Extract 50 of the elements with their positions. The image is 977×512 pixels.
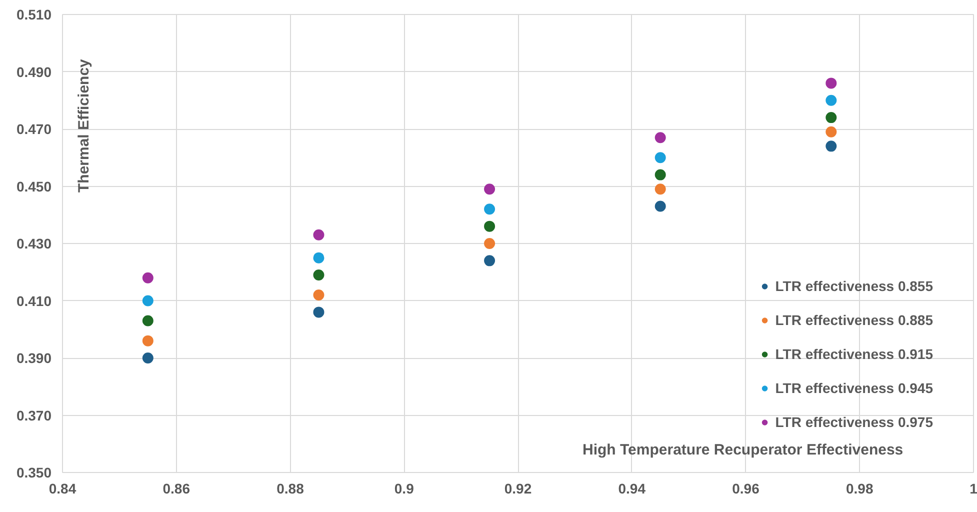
point [142, 295, 154, 306]
point [484, 220, 496, 232]
point [142, 352, 154, 364]
point [654, 184, 666, 195]
point [654, 132, 666, 144]
y-tick-label: 0.490 [16, 64, 52, 80]
x-tick-label: 1 [970, 480, 977, 496]
point [313, 229, 324, 240]
y-tick-label: 0.430 [16, 236, 52, 252]
y-tick-label: 0.410 [16, 292, 52, 309]
point [313, 269, 324, 280]
point [313, 252, 324, 264]
point [313, 306, 324, 318]
y-tick-label: 0.510 [16, 6, 52, 22]
point [826, 112, 837, 124]
x-tick-label: 0.96 [732, 480, 760, 496]
point [654, 200, 666, 212]
x-tick-label: 0.86 [162, 480, 190, 496]
legend-label: LTR effectiveness 0.975 [775, 414, 933, 430]
x-tick-label: 0.88 [276, 480, 304, 496]
legend-label: LTR effectiveness 0.885 [775, 312, 933, 328]
point [313, 290, 324, 301]
legend-label: LTR effectiveness 0.945 [775, 380, 933, 396]
x-tick-label: 0.94 [618, 480, 646, 496]
legend-label: LTR effectiveness 0.915 [775, 346, 933, 362]
y-tick-label: 0.470 [16, 121, 52, 137]
point [142, 272, 154, 284]
point [654, 152, 666, 164]
x-tick-label: 0.92 [504, 480, 532, 496]
legend-label: LTR effectiveness 0.855 [775, 278, 933, 294]
point [654, 169, 666, 180]
point [826, 140, 837, 152]
point [484, 255, 496, 266]
point [484, 204, 496, 215]
x-tick-label: 0.84 [48, 480, 76, 496]
y-tick-label: 0.390 [16, 350, 52, 366]
point [826, 126, 837, 138]
point [484, 238, 496, 249]
x-axis-title: High Temperature Recuperator Effectiveness [582, 442, 904, 458]
point [826, 94, 837, 106]
y-tick-label: 0.370 [16, 407, 52, 424]
x-tick-label: 0.9 [394, 480, 414, 496]
point [142, 315, 154, 326]
y-tick-label: 0.350 [16, 464, 52, 480]
point [142, 335, 154, 346]
point [484, 184, 496, 195]
y-axis-title: Thermal Efficiency [76, 58, 92, 192]
y-tick-label: 0.450 [16, 178, 52, 194]
x-tick-label: 0.98 [846, 480, 874, 496]
point [826, 78, 837, 89]
